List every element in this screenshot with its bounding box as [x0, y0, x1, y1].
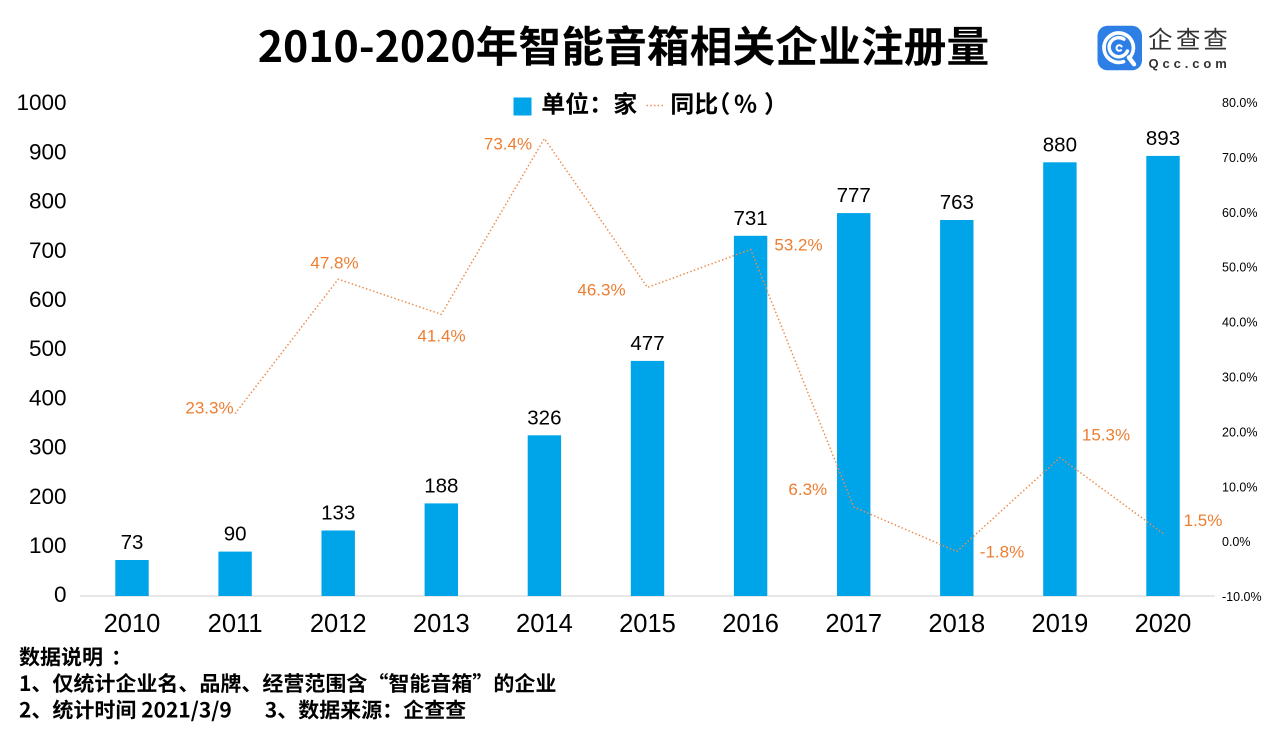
svg-text:47.8%: 47.8%	[310, 254, 358, 273]
svg-text:326: 326	[527, 406, 561, 429]
svg-text:188: 188	[424, 474, 458, 497]
svg-text:880: 880	[1043, 133, 1077, 156]
svg-text:6.3%: 6.3%	[788, 480, 827, 499]
svg-text:2015: 2015	[619, 610, 676, 638]
svg-text:777: 777	[837, 184, 871, 207]
svg-text:41.4%: 41.4%	[417, 327, 465, 346]
svg-text:0: 0	[54, 582, 67, 607]
svg-text:700: 700	[29, 238, 67, 263]
svg-text:2019: 2019	[1032, 610, 1089, 638]
svg-text:10.0%: 10.0%	[1222, 480, 1257, 494]
svg-text:1.5%: 1.5%	[1184, 511, 1223, 530]
svg-text:500: 500	[29, 336, 67, 361]
svg-text:0.0%: 0.0%	[1222, 535, 1251, 549]
svg-text:1000: 1000	[16, 90, 66, 115]
svg-text:70.0%: 70.0%	[1222, 151, 1257, 165]
svg-text:Qcc.com: Qcc.com	[1149, 56, 1231, 71]
svg-text:80.0%: 80.0%	[1222, 96, 1257, 110]
svg-text:2018: 2018	[928, 610, 985, 638]
svg-text:40.0%: 40.0%	[1222, 316, 1257, 330]
svg-text:2011: 2011	[208, 610, 263, 638]
svg-text:73: 73	[121, 531, 144, 554]
svg-text:100: 100	[29, 533, 67, 558]
svg-text:800: 800	[29, 189, 67, 214]
svg-text:23.3%: 23.3%	[185, 399, 233, 418]
svg-text:2017: 2017	[825, 610, 882, 638]
svg-text:2012: 2012	[310, 610, 367, 638]
svg-text:893: 893	[1146, 127, 1180, 150]
svg-text:-1.8%: -1.8%	[980, 543, 1024, 562]
svg-text:2014: 2014	[516, 610, 573, 638]
svg-text:53.2%: 53.2%	[774, 236, 822, 255]
svg-text:477: 477	[630, 332, 664, 355]
svg-text:73.4%: 73.4%	[484, 135, 532, 154]
svg-text:731: 731	[733, 207, 767, 230]
svg-text:30.0%: 30.0%	[1222, 371, 1257, 385]
svg-text:763: 763	[940, 191, 974, 214]
svg-text:2020: 2020	[1135, 610, 1192, 638]
svg-text:15.3%: 15.3%	[1082, 426, 1130, 445]
svg-text:900: 900	[29, 139, 67, 164]
svg-text:50.0%: 50.0%	[1222, 261, 1257, 275]
svg-text:2010: 2010	[104, 610, 161, 638]
svg-text:2016: 2016	[722, 610, 779, 638]
svg-text:-10.0%: -10.0%	[1222, 590, 1262, 604]
svg-text:20.0%: 20.0%	[1222, 425, 1257, 439]
svg-text:600: 600	[29, 287, 67, 312]
svg-text:400: 400	[29, 385, 67, 410]
svg-text:133: 133	[321, 502, 355, 525]
svg-text:46.3%: 46.3%	[577, 281, 625, 300]
svg-text:60.0%: 60.0%	[1222, 206, 1257, 220]
svg-text:2013: 2013	[413, 610, 470, 638]
svg-text:200: 200	[29, 484, 67, 509]
svg-text:300: 300	[29, 435, 67, 460]
svg-text:90: 90	[224, 523, 247, 546]
